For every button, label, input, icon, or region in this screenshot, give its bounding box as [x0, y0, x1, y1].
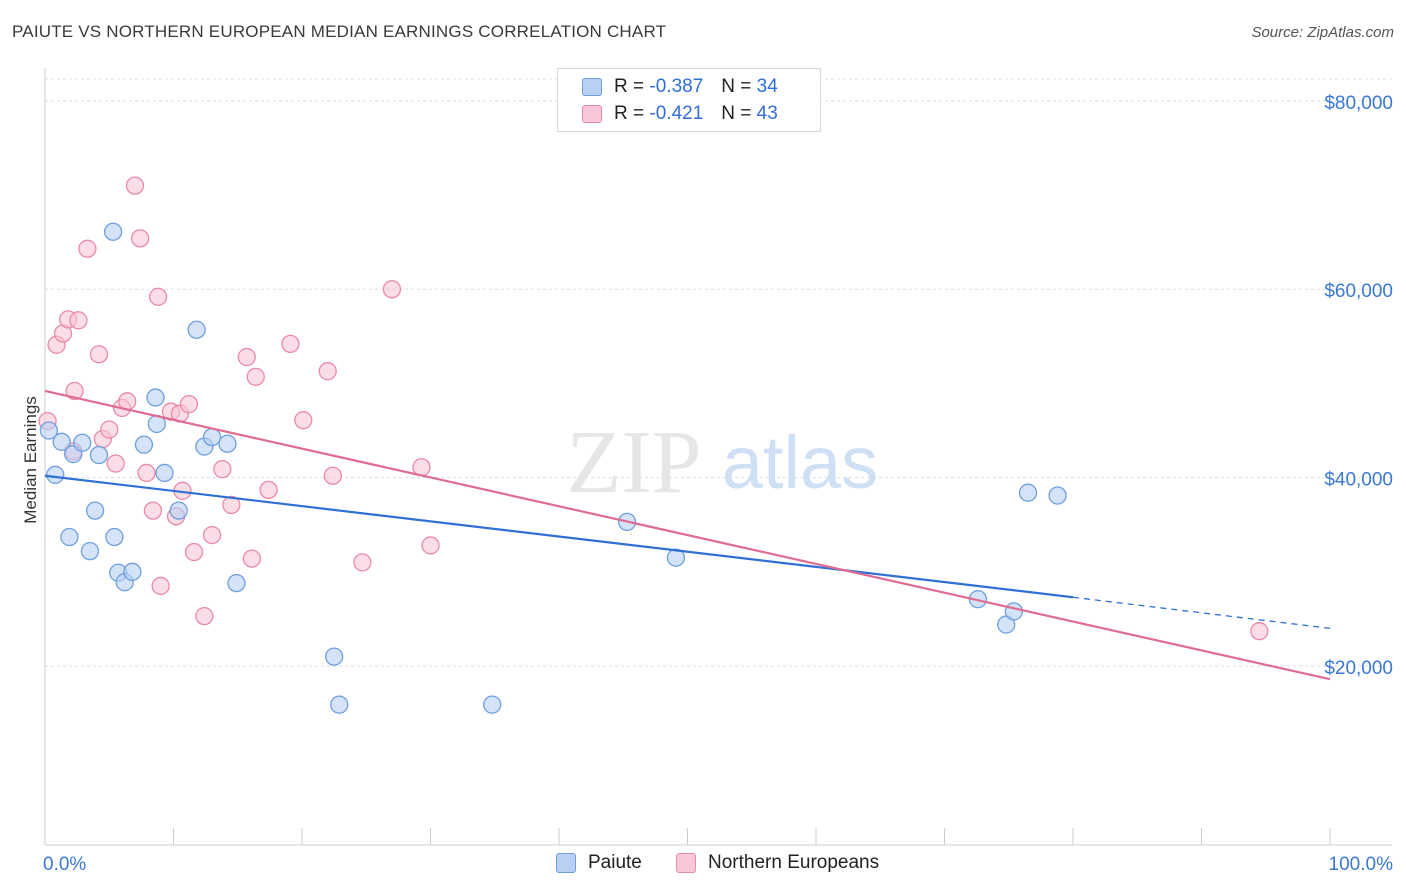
northern-point	[89, 345, 109, 364]
legend-row-paiute: R = -0.387 N = 34	[582, 74, 778, 100]
paiute-trend-line	[44, 474, 1074, 599]
bottom-legend-label: Paiute	[588, 852, 642, 873]
northern-point	[237, 347, 256, 367]
northern-point	[421, 536, 440, 555]
northern-point	[294, 411, 313, 430]
paiute-point	[73, 433, 92, 452]
legend-r-value: -0.421	[649, 103, 704, 124]
northern-point	[65, 381, 84, 401]
paiute-point	[169, 501, 188, 520]
northern-point	[323, 466, 342, 485]
paiute-point	[330, 695, 349, 714]
northern-point	[130, 229, 150, 248]
series-northern-europeans	[38, 176, 1269, 641]
paiute-point	[46, 465, 65, 484]
legend-n-value: 43	[756, 103, 778, 124]
northern-point	[353, 553, 372, 572]
paiute-point	[483, 695, 502, 714]
northern-point	[195, 606, 214, 626]
paiute-point	[105, 527, 124, 547]
northern-point	[69, 311, 88, 330]
paiute-point	[103, 222, 123, 241]
paiute-point	[39, 421, 59, 440]
northern-point	[100, 420, 119, 439]
paiute-point	[666, 548, 686, 567]
x-tick-label: 100.0%	[1329, 854, 1394, 875]
northern-point	[148, 287, 168, 306]
paiute-point	[1048, 486, 1067, 505]
gridlines	[45, 78, 1392, 667]
bottom-legend-label: Northern Europeans	[708, 852, 880, 873]
legend-swatch-paiute	[582, 78, 602, 96]
paiute-point	[187, 320, 206, 339]
legend-swatch-northern	[582, 105, 602, 123]
watermark: ZIP atlas	[567, 413, 879, 512]
chart-title: PAIUTE VS NORTHERN EUROPEAN MEDIAN EARNI…	[12, 22, 667, 41]
paiute-point	[85, 501, 105, 520]
bottom-legend-northern: Northern Europeans	[676, 852, 879, 874]
legend-r-label: R =	[614, 76, 645, 97]
series-paiute	[39, 222, 1067, 714]
legend-row-northern: R = -0.421 N = 43	[582, 101, 778, 127]
legend-r-value: -0.387	[649, 76, 704, 97]
northern-point	[184, 542, 204, 562]
paiute-point	[80, 541, 100, 561]
legend-n-value: 34	[756, 76, 778, 97]
legend-n-label: N =	[721, 103, 752, 124]
northern-point	[106, 454, 125, 473]
northern-point	[246, 367, 265, 386]
paiute-point	[227, 573, 246, 593]
northern-point	[137, 463, 156, 483]
paiute-point	[89, 445, 109, 465]
paiute-point	[218, 434, 237, 453]
legend: R = -0.387 N = 34 R = -0.421 N = 43	[557, 68, 821, 132]
legend-n-label: N =	[721, 76, 752, 97]
northern-point	[202, 525, 222, 545]
y-tick-label: $80,000	[1324, 93, 1393, 114]
northern-point	[382, 280, 402, 299]
bottom-swatch-northern	[676, 853, 696, 873]
bottom-swatch-paiute	[556, 853, 576, 873]
tick-labels: $20,000 $40,000 $60,000 $80,000 0.0% 100.0%	[43, 93, 1393, 875]
y-axis-label: Median Earnings	[21, 396, 40, 524]
y-tick-label: $60,000	[1324, 281, 1393, 302]
watermark-zip: ZIP	[567, 413, 702, 512]
paiute-point	[324, 647, 344, 666]
legend-r-label: R =	[614, 103, 645, 124]
northern-point	[125, 176, 145, 195]
northern-point	[222, 495, 241, 515]
northern-point	[179, 395, 199, 414]
paiute-point	[123, 562, 142, 581]
northern-point	[1250, 622, 1269, 641]
northern-point	[259, 480, 278, 500]
northern-point	[143, 501, 163, 520]
paiute-point	[52, 432, 71, 451]
axes	[44, 68, 1392, 846]
y-tick-label: $40,000	[1324, 470, 1393, 491]
x-tick-label: 0.0%	[43, 854, 86, 875]
paiute-trend-extension	[1072, 596, 1331, 629]
northern-point	[281, 334, 300, 354]
paiute-point	[155, 463, 174, 483]
northern-trend-line	[44, 389, 1331, 681]
paiute-point	[202, 427, 222, 447]
paiute-point	[146, 388, 165, 407]
paiute-point	[1004, 602, 1024, 621]
paiute-point	[134, 435, 154, 454]
northern-point	[318, 362, 337, 381]
y-tick-label: $20,000	[1324, 658, 1393, 679]
paiute-point	[60, 527, 79, 547]
paiute-point	[1018, 483, 1038, 502]
source-label: Source: ZipAtlas.com	[1251, 24, 1394, 41]
bottom-legend-paiute: Paiute	[556, 852, 642, 874]
northern-point	[213, 460, 232, 479]
trend-lines	[44, 389, 1331, 681]
northern-point	[242, 549, 262, 568]
northern-point	[151, 576, 170, 596]
northern-point	[78, 239, 97, 258]
watermark-atlas: atlas	[722, 421, 878, 504]
